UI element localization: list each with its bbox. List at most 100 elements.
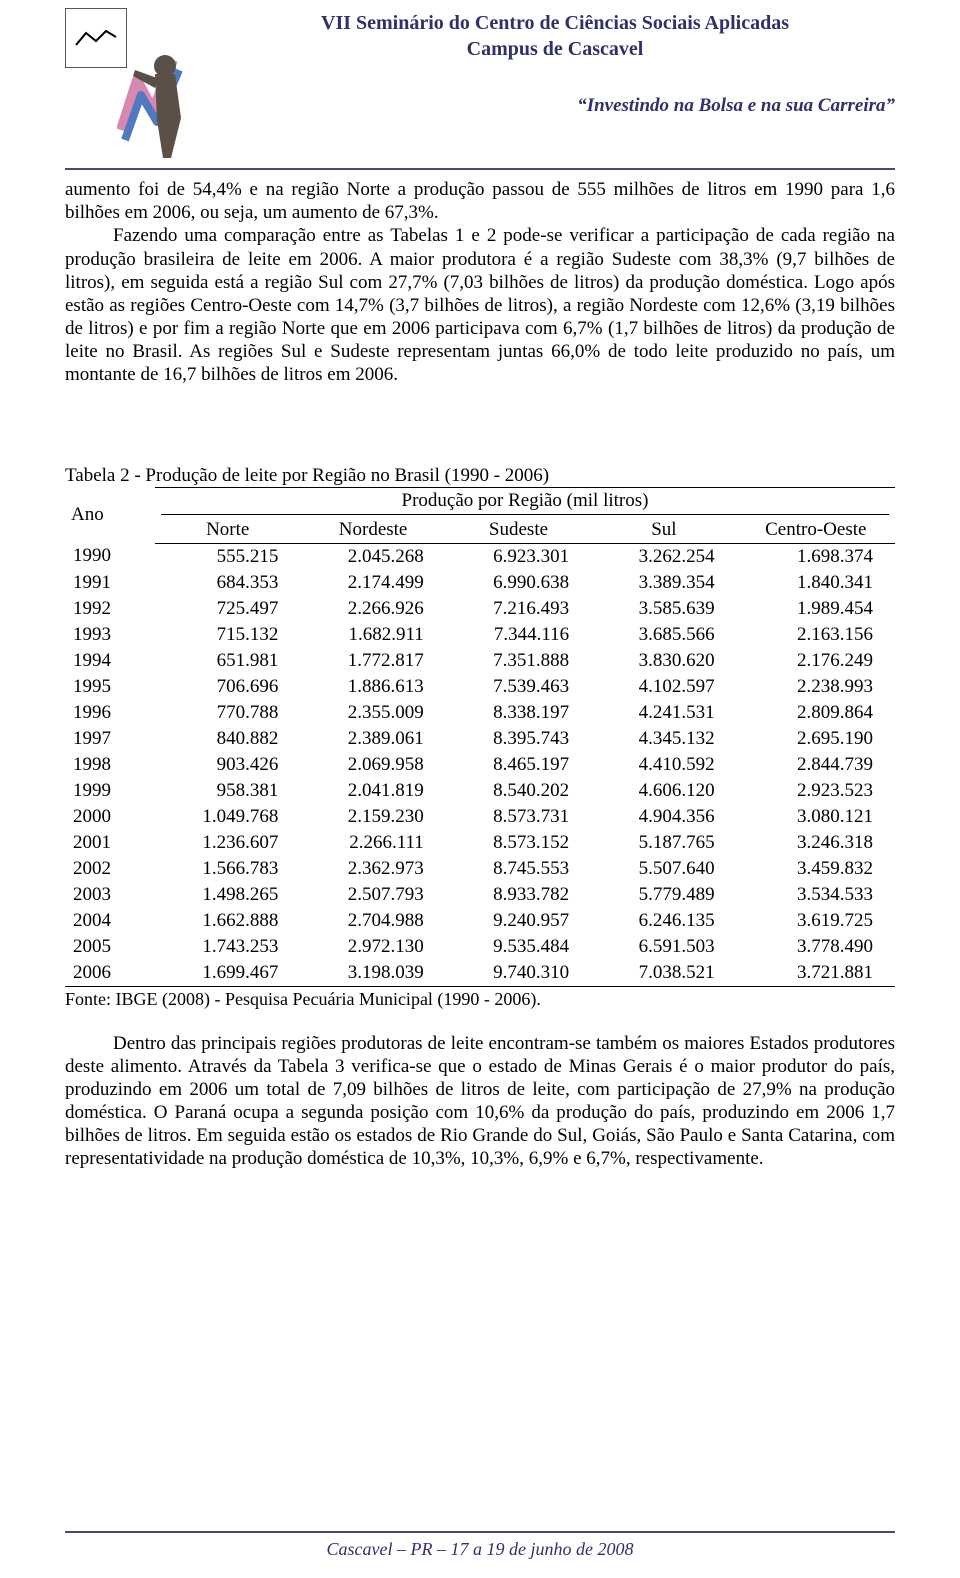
table-row: 1994651.9811.772.8177.351.8883.830.6202.…	[65, 648, 895, 674]
cell-value: 4.606.120	[591, 778, 736, 804]
table-row: 20041.662.8882.704.9889.240.9576.246.135…	[65, 908, 895, 934]
cell-value: 1.236.607	[155, 830, 300, 856]
cell-value: 8.338.197	[446, 700, 591, 726]
cell-value: 651.981	[155, 648, 300, 674]
cell-value: 1.886.613	[300, 674, 445, 700]
cell-year: 1995	[65, 674, 155, 700]
cell-value: 1.743.253	[155, 934, 300, 960]
cell-value: 4.410.592	[591, 752, 736, 778]
cell-value: 8.745.553	[446, 856, 591, 882]
header-subtitle: “Investindo na Bolsa e na sua Carreira”	[577, 95, 895, 117]
cell-value: 1.498.265	[155, 882, 300, 908]
col-header: Sul	[591, 517, 736, 544]
cell-value: 6.591.503	[591, 934, 736, 960]
cell-value: 7.351.888	[446, 648, 591, 674]
cell-value: 2.809.864	[737, 700, 895, 726]
cell-value: 3.830.620	[591, 648, 736, 674]
cell-value: 1.840.341	[737, 570, 895, 596]
cell-value: 7.216.493	[446, 596, 591, 622]
cell-value: 7.539.463	[446, 674, 591, 700]
table-row: 1996770.7882.355.0098.338.1974.241.5312.…	[65, 700, 895, 726]
cell-year: 2003	[65, 882, 155, 908]
cell-value: 2.069.958	[300, 752, 445, 778]
cell-value: 2.163.156	[737, 622, 895, 648]
body-paragraph-1: aumento foi de 54,4% e na região Norte a…	[65, 178, 895, 387]
cell-value: 1.049.768	[155, 804, 300, 830]
cell-year: 2004	[65, 908, 155, 934]
table-source: Fonte: IBGE (2008) - Pesquisa Pecuária M…	[65, 989, 895, 1010]
cell-year: 1999	[65, 778, 155, 804]
cell-value: 4.102.597	[591, 674, 736, 700]
cell-year: 2005	[65, 934, 155, 960]
cell-year: 1993	[65, 622, 155, 648]
presenter-chart-icon	[117, 40, 197, 160]
cell-year: 2001	[65, 830, 155, 856]
cell-value: 5.507.640	[591, 856, 736, 882]
cell-value: 9.535.484	[446, 934, 591, 960]
cell-value: 684.353	[155, 570, 300, 596]
cell-value: 3.459.832	[737, 856, 895, 882]
cell-value: 6.246.135	[591, 908, 736, 934]
col-header: Norte	[155, 517, 300, 544]
table-row: 20011.236.6072.266.1118.573.1525.187.765…	[65, 830, 895, 856]
cell-year: 1991	[65, 570, 155, 596]
cell-value: 1.698.374	[737, 543, 895, 570]
header-title: VII Seminário do Centro de Ciências Soci…	[215, 10, 895, 62]
col-header: Sudeste	[446, 517, 591, 544]
cell-value: 2.704.988	[300, 908, 445, 934]
cell-value: 1.772.817	[300, 648, 445, 674]
cell-value: 1.662.888	[155, 908, 300, 934]
cell-value: 2.695.190	[737, 726, 895, 752]
header-title-line2: Campus de Cascavel	[467, 38, 644, 60]
cell-value: 2.238.993	[737, 674, 895, 700]
cell-value: 958.381	[155, 778, 300, 804]
table-row: 1992725.4972.266.9267.216.4933.585.6391.…	[65, 596, 895, 622]
cell-value: 9.240.957	[446, 908, 591, 934]
cell-year: 1996	[65, 700, 155, 726]
table-row: 20051.743.2532.972.1309.535.4846.591.503…	[65, 934, 895, 960]
cell-value: 3.534.533	[737, 882, 895, 908]
cell-value: 7.344.116	[446, 622, 591, 648]
cell-value: 5.187.765	[591, 830, 736, 856]
table-row: 1997840.8822.389.0618.395.7434.345.1322.…	[65, 726, 895, 752]
cell-value: 3.389.354	[591, 570, 736, 596]
cell-value: 2.176.249	[737, 648, 895, 674]
cell-value: 3.262.254	[591, 543, 736, 570]
col-header: Nordeste	[300, 517, 445, 544]
cell-value: 1.682.911	[300, 622, 445, 648]
cell-value: 3.685.566	[591, 622, 736, 648]
cell-value: 3.080.121	[737, 804, 895, 830]
cell-value: 6.990.638	[446, 570, 591, 596]
cell-year: 2000	[65, 804, 155, 830]
cell-value: 2.266.926	[300, 596, 445, 622]
cell-value: 2.923.523	[737, 778, 895, 804]
cell-value: 3.778.490	[737, 934, 895, 960]
p1a: aumento foi de 54,4% e na região Norte a…	[65, 179, 895, 223]
table-row: 20001.049.7682.159.2308.573.7314.904.356…	[65, 804, 895, 830]
col-header: Centro-Oeste	[737, 517, 895, 544]
cell-value: 8.933.782	[446, 882, 591, 908]
cell-value: 3.585.639	[591, 596, 736, 622]
header-title-line1: VII Seminário do Centro de Ciências Soci…	[321, 12, 789, 34]
cell-value: 725.497	[155, 596, 300, 622]
cell-value: 8.573.731	[446, 804, 591, 830]
cell-value: 1.699.467	[155, 960, 300, 987]
table-row: 1998903.4262.069.9588.465.1974.410.5922.…	[65, 752, 895, 778]
cell-value: 3.619.725	[737, 908, 895, 934]
cell-value: 2.389.061	[300, 726, 445, 752]
cell-value: 9.740.310	[446, 960, 591, 987]
cell-year: 1994	[65, 648, 155, 674]
cell-value: 715.132	[155, 622, 300, 648]
table-title: Tabela 2 - Produção de leite por Região …	[65, 465, 895, 487]
cell-value: 706.696	[155, 674, 300, 700]
cell-value: 4.904.356	[591, 804, 736, 830]
cell-value: 2.045.268	[300, 543, 445, 570]
table-row: 20021.566.7832.362.9738.745.5535.507.640…	[65, 856, 895, 882]
cell-value: 2.362.973	[300, 856, 445, 882]
cell-value: 3.198.039	[300, 960, 445, 987]
cell-value: 903.426	[155, 752, 300, 778]
table-row: 20061.699.4673.198.0399.740.3107.038.521…	[65, 960, 895, 987]
table-row: 1993715.1321.682.9117.344.1163.685.5662.…	[65, 622, 895, 648]
cell-value: 770.788	[155, 700, 300, 726]
chart-line-icon	[74, 27, 118, 49]
